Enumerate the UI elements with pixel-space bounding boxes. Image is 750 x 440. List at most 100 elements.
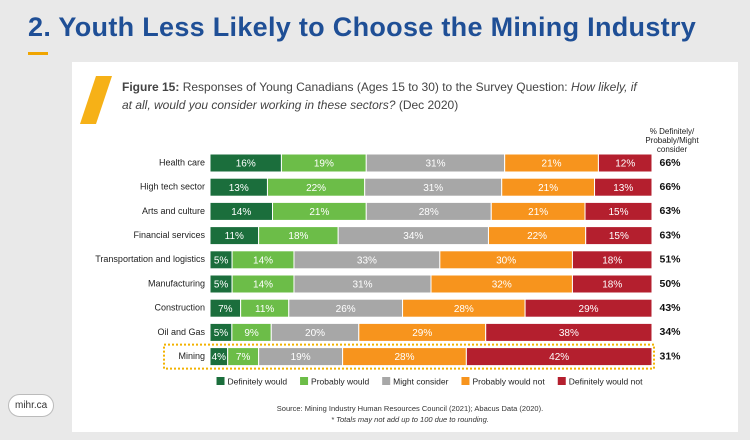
- totals-header: Probably/Might: [645, 136, 699, 145]
- value-label: 19%: [291, 352, 311, 363]
- value-label: 11%: [225, 231, 244, 242]
- value-label: 11%: [255, 304, 274, 315]
- bar-segment: [585, 226, 653, 246]
- value-label: 14%: [253, 255, 273, 266]
- value-label: 15%: [609, 207, 629, 218]
- legend-label: Probably would: [311, 376, 369, 386]
- logo: mihr.ca: [8, 394, 55, 417]
- legend-swatch: [557, 377, 566, 385]
- value-label: 30%: [496, 255, 516, 266]
- value-label: 29%: [579, 304, 599, 315]
- legend-label: Definitely would not: [569, 376, 643, 386]
- figure-label: Figure 15:: [122, 80, 180, 94]
- value-label: 15%: [609, 231, 629, 242]
- value-label: 21%: [538, 183, 558, 194]
- value-label: 38%: [559, 328, 579, 339]
- value-label: 22%: [527, 231, 547, 242]
- value-label: 7%: [218, 304, 233, 315]
- category-label: High tech sector: [140, 182, 205, 192]
- total-label: 50%: [659, 278, 681, 290]
- value-label: 21%: [542, 159, 562, 170]
- bar-segment: [571, 250, 653, 270]
- value-label: 29%: [412, 328, 432, 339]
- legend-label: Definitely would: [228, 376, 288, 386]
- category-label: Manufacturing: [148, 278, 205, 288]
- category-label: Construction: [154, 303, 205, 313]
- total-label: 34%: [659, 326, 681, 338]
- title-underline: [28, 52, 48, 55]
- legend-swatch: [300, 377, 309, 385]
- legend-swatch: [216, 377, 225, 385]
- value-label: 31%: [423, 183, 443, 194]
- total-label: 43%: [659, 302, 681, 314]
- value-label: 32%: [492, 280, 512, 291]
- highlight-box: [163, 343, 655, 370]
- value-label: 18%: [602, 280, 622, 291]
- legend-swatch: [461, 377, 470, 385]
- value-label: 14%: [231, 207, 251, 218]
- total-label: 63%: [659, 229, 681, 241]
- value-label: 31%: [425, 159, 445, 170]
- category-label: Financial services: [133, 230, 205, 240]
- total-label: 66%: [659, 157, 681, 169]
- accent: [80, 76, 112, 124]
- total-label: 31%: [659, 350, 681, 362]
- source: Source: Mining Industry Human Resources …: [277, 404, 543, 413]
- value-label: 5%: [214, 328, 229, 339]
- value-label: 5%: [214, 255, 229, 266]
- category-label: Oil and Gas: [157, 327, 205, 337]
- category-label: Arts and culture: [142, 206, 205, 216]
- figure-date: (Dec 2020): [398, 98, 459, 112]
- value-label: 26%: [336, 304, 356, 315]
- bar-segment: [524, 298, 653, 318]
- legend-label: Might consider: [393, 376, 448, 386]
- bar-segment: [485, 322, 653, 342]
- value-label: 21%: [309, 207, 329, 218]
- category-label: Health care: [159, 157, 205, 167]
- bar-segment: [597, 153, 653, 173]
- value-label: 7%: [236, 352, 251, 363]
- value-label: 22%: [306, 183, 326, 194]
- value-label: 9%: [244, 328, 259, 339]
- figure-caption: Figure 15: Responses of Young Canadians …: [122, 78, 642, 114]
- value-label: 16%: [236, 159, 256, 170]
- bar-segment: [465, 347, 653, 367]
- value-label: 28%: [419, 207, 439, 218]
- note: * Totals may not add up to 100 due to ro…: [331, 415, 489, 424]
- value-label: 33%: [357, 255, 377, 266]
- value-label: 5%: [214, 280, 229, 291]
- value-label: 14%: [253, 280, 273, 291]
- value-label: 31%: [352, 280, 372, 291]
- value-label: 34%: [403, 231, 423, 242]
- bar-segment: [571, 274, 653, 294]
- value-label: 20%: [305, 328, 325, 339]
- value-label: 19%: [314, 159, 334, 170]
- value-label: 28%: [394, 352, 414, 363]
- legend-swatch: [382, 377, 391, 385]
- value-label: 21%: [528, 207, 548, 218]
- value-label: 13%: [613, 183, 633, 194]
- category-label: Mining: [178, 351, 205, 361]
- bar-segment: [584, 201, 653, 221]
- slide-title: 2. Youth Less Likely to Choose the Minin…: [28, 12, 697, 42]
- total-label: 51%: [659, 254, 681, 266]
- value-label: 18%: [602, 255, 622, 266]
- value-label: 42%: [549, 352, 569, 363]
- figure-title: Responses of Young Canadians (Ages 15 to…: [182, 80, 568, 94]
- value-label: 18%: [288, 231, 308, 242]
- value-label: 13%: [229, 183, 249, 194]
- totals-header: % Definitely/: [650, 127, 695, 136]
- bar-segment: [594, 177, 653, 197]
- total-label: 66%: [659, 181, 681, 193]
- legend-label: Probably would not: [472, 376, 545, 386]
- category-label: Transportation and logistics: [95, 254, 205, 264]
- value-label: 28%: [454, 304, 474, 315]
- totals-header: consider: [657, 145, 688, 154]
- total-label: 63%: [659, 205, 681, 217]
- value-label: 12%: [615, 159, 635, 170]
- figure-question: How likely, if at all, would you conside…: [122, 80, 637, 112]
- value-label: 4%: [212, 352, 227, 363]
- card: [72, 62, 738, 432]
